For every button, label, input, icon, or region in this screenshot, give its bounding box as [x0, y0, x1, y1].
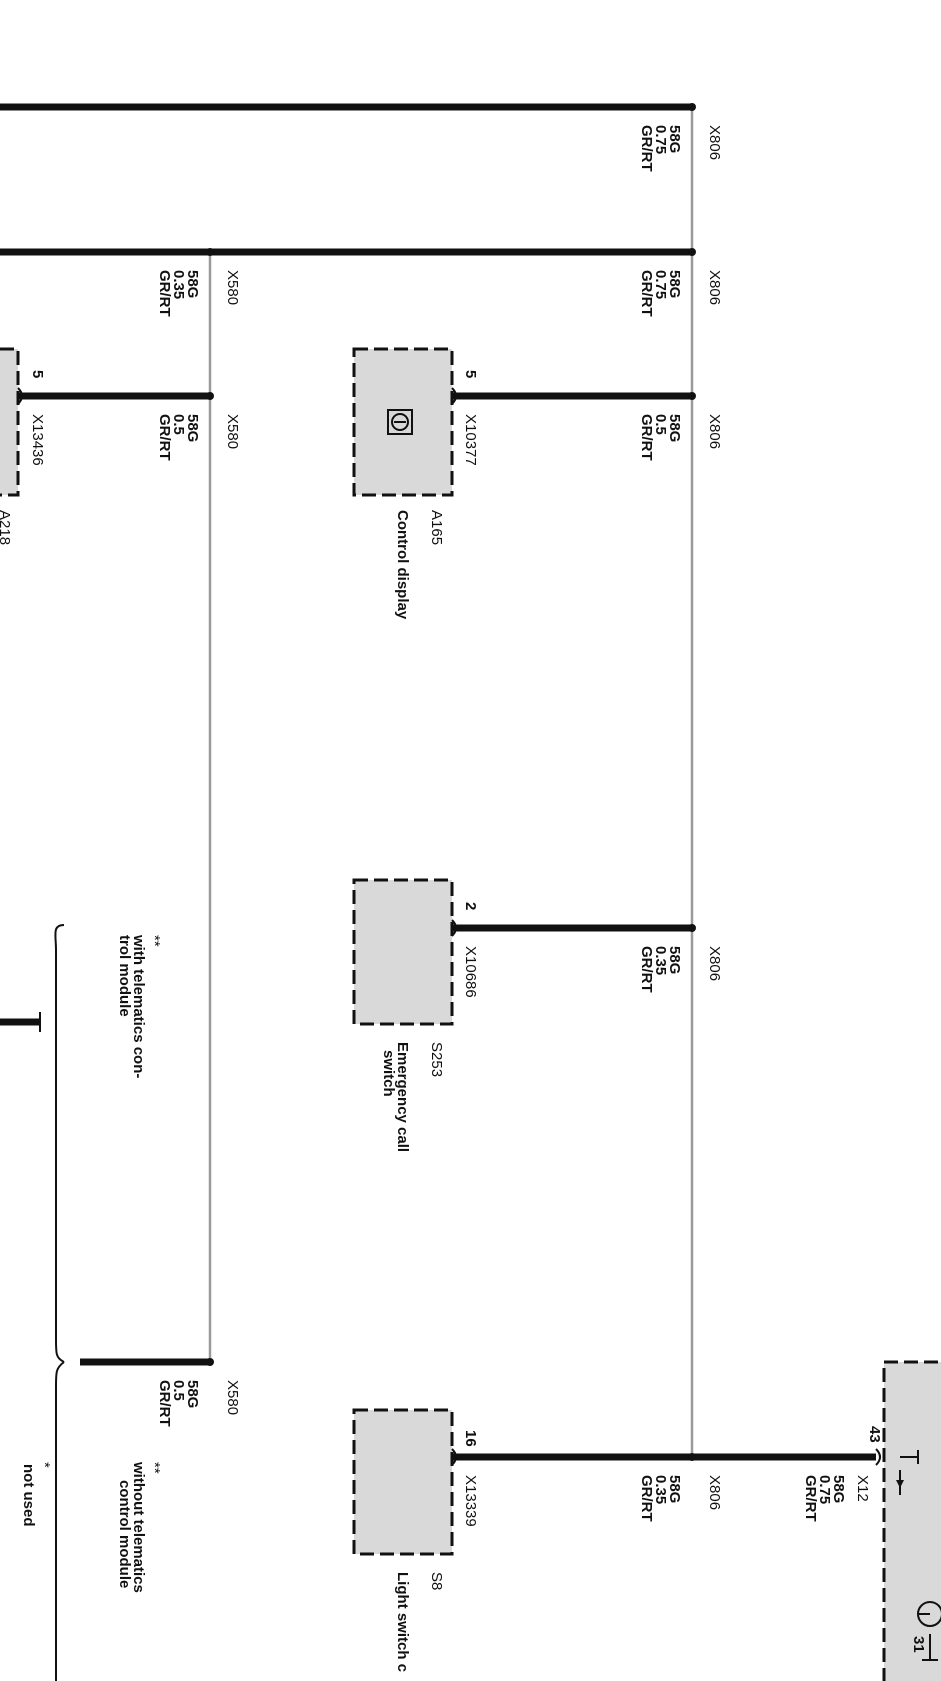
- wire-spec-label: 58G 0.5 GR/RT: [156, 1380, 201, 1427]
- junction-dot: [688, 103, 696, 111]
- svg-text:GR/RT: GR/RT: [638, 946, 655, 993]
- connector-symbol: [451, 387, 457, 405]
- svg-text:GR/RT: GR/RT: [638, 125, 655, 172]
- note-marker: **: [146, 1462, 163, 1474]
- junction-dot: [688, 392, 696, 400]
- connector-symbol: [875, 1448, 881, 1466]
- junction-dot: [206, 392, 214, 400]
- svg-text:0.5: 0.5: [170, 1380, 187, 1401]
- connector-id: X10686: [462, 946, 479, 998]
- svg-text:0.75: 0.75: [816, 1475, 833, 1504]
- junction-dot: [688, 248, 696, 256]
- ground-number: 31: [910, 1636, 927, 1653]
- note-with-telematics-line1: with telematics con-: [130, 934, 147, 1078]
- wire-spec-label: 58G 0.35 GR/RT: [638, 1475, 683, 1522]
- svg-text:0.5: 0.5: [652, 414, 669, 435]
- note-not-used: not used: [20, 1464, 37, 1527]
- note-without-telematics-line1: without telematics: [130, 1461, 147, 1593]
- pin-number: 43: [866, 1426, 883, 1443]
- wire-spec-label: 58G 0.5 GR/RT: [638, 414, 683, 461]
- svg-text:GR/RT: GR/RT: [156, 270, 173, 317]
- svg-text:GR/RT: GR/RT: [638, 270, 655, 317]
- note-marker: *: [36, 1462, 53, 1468]
- ground-icon: [917, 1601, 941, 1661]
- junction-dot: [688, 924, 696, 932]
- svg-text:GR/RT: GR/RT: [802, 1475, 819, 1522]
- connector-symbol: [451, 919, 457, 937]
- svg-text:58G: 58G: [666, 1475, 683, 1503]
- wire-spec-label: 58G 0.75 GR/RT: [638, 125, 683, 172]
- pin-number: 5: [29, 370, 46, 378]
- display-icon: [387, 409, 413, 435]
- wire-spec-label: 58G 0.35 GR/RT: [156, 270, 201, 317]
- internal-switch-icon: [896, 1450, 919, 1495]
- bus-label-x806: X806: [706, 414, 723, 449]
- note-with-telematics-line2: trol module: [116, 935, 133, 1017]
- svg-text:0.35: 0.35: [652, 1475, 669, 1504]
- svg-text:58G: 58G: [666, 270, 683, 298]
- bus-label-x806: X806: [706, 1475, 723, 1510]
- component-name: Light switch c: [394, 1572, 411, 1672]
- component-s253: [352, 878, 454, 1026]
- pin-number: 16: [462, 1430, 479, 1447]
- connector-id: X10377: [462, 414, 479, 466]
- wire-spec-label: 58G 0.5 GR/RT: [156, 414, 201, 461]
- svg-text:GR/RT: GR/RT: [638, 1475, 655, 1522]
- svg-text:58G: 58G: [830, 1475, 847, 1503]
- bus-label-x580: X580: [224, 270, 241, 305]
- note-marker: **: [146, 935, 163, 947]
- connector-id: X13339: [462, 1475, 479, 1527]
- svg-text:58G: 58G: [666, 946, 683, 974]
- component-a218: [0, 347, 20, 497]
- bus-label-x580: X580: [224, 414, 241, 449]
- svg-text:0.35: 0.35: [652, 946, 669, 975]
- svg-text:GR/RT: GR/RT: [156, 414, 173, 461]
- wire-spec-label: 58G 0.75 GR/RT: [802, 1475, 847, 1522]
- component-a165: [352, 347, 454, 497]
- svg-text:0.35: 0.35: [170, 270, 187, 299]
- svg-text:58G: 58G: [666, 125, 683, 153]
- component-name-line2: switch: [380, 1050, 397, 1097]
- connector-symbol: [451, 1448, 457, 1466]
- component-id: A165: [428, 510, 445, 545]
- junction-dot: [206, 1358, 214, 1366]
- pin-number: 2: [462, 902, 479, 910]
- svg-text:0.5: 0.5: [170, 414, 187, 435]
- connector-id: X12: [854, 1475, 871, 1502]
- junction-dot: [206, 248, 214, 256]
- brace-with-telematics: [54, 924, 65, 1363]
- junction-dot: [688, 1453, 696, 1461]
- component-s8: [352, 1408, 454, 1556]
- wire-spec-label: 58G 0.35 GR/RT: [638, 946, 683, 993]
- component-id: S253: [428, 1042, 445, 1077]
- svg-text:0.75: 0.75: [652, 125, 669, 154]
- bus-label-x806: X806: [706, 125, 723, 160]
- svg-text:58G: 58G: [184, 1380, 201, 1408]
- connector-id: X13436: [29, 414, 46, 466]
- component-id: S8: [428, 1572, 445, 1590]
- svg-text:58G: 58G: [184, 414, 201, 442]
- bus-label-x806: X806: [706, 946, 723, 981]
- svg-text:GR/RT: GR/RT: [156, 1380, 173, 1427]
- wire-spec-label: 58G 0.75 GR/RT: [638, 270, 683, 317]
- svg-text:0.75: 0.75: [652, 270, 669, 299]
- component-id: A218: [0, 510, 13, 545]
- svg-text:58G: 58G: [184, 270, 201, 298]
- brace-without-telematics: [55, 1361, 65, 1681]
- component-x12: [882, 1360, 941, 1681]
- bus-label-x580: X580: [224, 1380, 241, 1415]
- component-name: Control display: [394, 510, 411, 620]
- svg-text:GR/RT: GR/RT: [638, 414, 655, 461]
- svg-text:58G: 58G: [666, 414, 683, 442]
- pin-number: 5: [462, 370, 479, 378]
- connector-symbol: [17, 387, 23, 405]
- note-without-telematics-line2: control module: [116, 1480, 133, 1588]
- component-name-line1: Emergency call: [394, 1042, 411, 1152]
- bus-label-x806: X806: [706, 270, 723, 305]
